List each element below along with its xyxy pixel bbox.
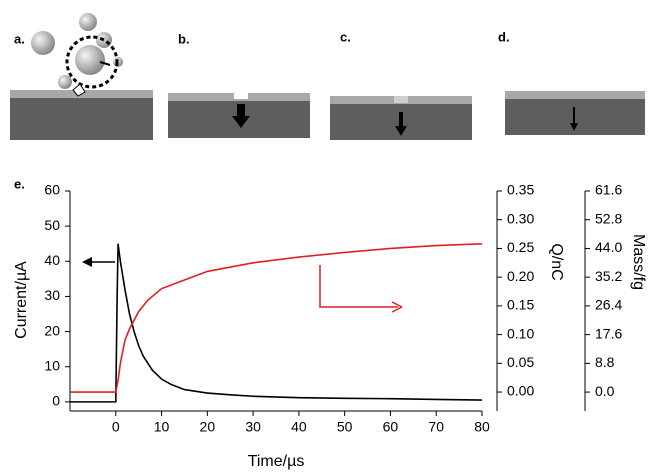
- panel-label: d.: [498, 29, 510, 44]
- y3-tick-label: 35.2: [595, 268, 622, 284]
- y-tick-label: 40: [44, 252, 60, 268]
- y2-tick-label: 0.10: [507, 325, 534, 341]
- y-axis-label: Current/µA: [13, 261, 30, 339]
- panel-a: [10, 13, 153, 140]
- x-tick-label: 50: [337, 419, 353, 435]
- x-tick-label: 10: [154, 419, 170, 435]
- schematics: a. b. c. d.: [10, 13, 645, 140]
- panel-d: [505, 91, 645, 135]
- x-tick-label: 30: [245, 419, 261, 435]
- y2-tick-label: 0.30: [507, 210, 534, 226]
- y-tick-label: 0: [52, 393, 60, 409]
- panel-b: [168, 93, 310, 138]
- y3-tick-label: 17.6: [595, 325, 622, 341]
- x-tick-label: 60: [383, 419, 399, 435]
- y3-axis-label: Mass/fg: [630, 234, 647, 290]
- annotation-arrows: [82, 257, 403, 313]
- y2-tick-label: 0.05: [507, 354, 534, 370]
- y-tick-label: 20: [44, 322, 60, 338]
- y3-tick-label: 61.6: [595, 182, 622, 198]
- x-tick-label: 40: [291, 419, 307, 435]
- panel-label: c.: [340, 29, 351, 44]
- y2-tick-label: 0.35: [507, 182, 534, 198]
- x-axis-label: Time/µs: [248, 453, 305, 470]
- data-line: [70, 243, 483, 403]
- y3-tick-label: 0.0: [595, 383, 615, 399]
- y2-tick-label: 0.25: [507, 239, 534, 255]
- y2-tick-label: 0.15: [507, 297, 534, 313]
- y2-tick-label: 0.00: [507, 383, 534, 399]
- y-tick-label: 50: [44, 217, 60, 233]
- y3-tick-label: 52.8: [595, 210, 622, 226]
- y-tick-label: 10: [44, 357, 60, 373]
- y-tick-label: 30: [44, 287, 60, 303]
- y2-axis-label: Q/nC: [548, 243, 565, 280]
- panel-label: e.: [14, 176, 25, 191]
- panel-label: a.: [14, 31, 25, 46]
- y2-tick-label: 0.20: [507, 268, 534, 284]
- y3-tick-label: 44.0: [595, 239, 622, 255]
- x-tick-label: 0: [112, 419, 120, 435]
- y-tick-label: 60: [44, 182, 60, 198]
- panel-label: b.: [178, 31, 190, 46]
- panel-c: [330, 96, 472, 140]
- x-tick-label: 70: [428, 419, 444, 435]
- x-tick-label: 20: [200, 419, 216, 435]
- x-tick-label: 80: [474, 419, 490, 435]
- y3-tick-label: 8.8: [595, 354, 615, 370]
- data-line: [70, 243, 483, 393]
- y3-tick-label: 26.4: [595, 297, 622, 313]
